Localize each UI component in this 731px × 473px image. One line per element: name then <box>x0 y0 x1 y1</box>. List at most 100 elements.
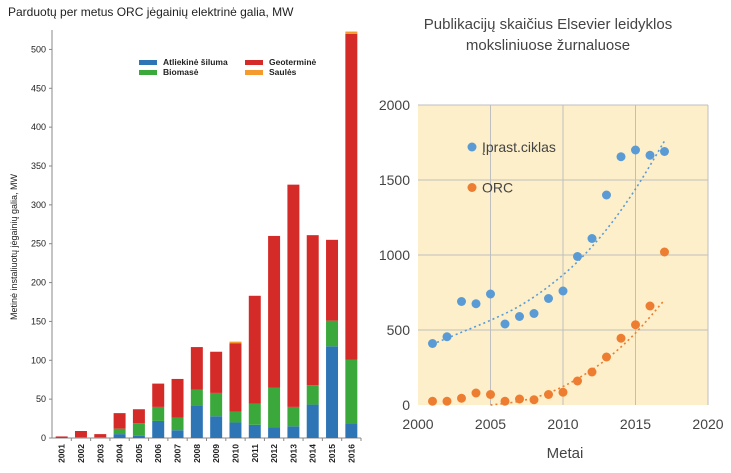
legend-swatch <box>139 70 157 75</box>
data-point <box>587 234 597 243</box>
bar-segment <box>152 406 165 421</box>
bar-segment <box>55 436 68 438</box>
bar-segment <box>287 184 300 407</box>
bar-segment <box>248 295 261 404</box>
bar-segment <box>210 416 223 438</box>
bar-segment <box>268 235 281 388</box>
left-chart-axes: 0 50 100 150 200 250 300 350 400 450 500 2001 2002 20… <box>31 30 362 463</box>
left-y-tick-label: 0 <box>41 433 46 443</box>
bar-segment <box>248 424 261 438</box>
legend-swatch <box>245 60 263 65</box>
data-point <box>544 294 553 303</box>
legend-marker <box>467 183 477 192</box>
left-y-tick-label: 200 <box>31 278 46 288</box>
legend-label: Biomasė <box>163 67 199 77</box>
left-x-tick-label: 2012 <box>269 444 279 463</box>
trendline <box>432 140 666 345</box>
legend-swatch <box>245 70 263 75</box>
data-point <box>529 395 539 405</box>
bar-segment <box>152 420 165 438</box>
legend-label: ORC <box>482 180 513 196</box>
data-point <box>558 286 568 296</box>
left-x-tick-label: 2016 <box>346 444 356 463</box>
left-x-tick-label: 2015 <box>327 444 337 463</box>
bar-segment <box>190 405 203 438</box>
legend-label: Įprast.ciklas <box>482 139 556 155</box>
legend-label: Atliekinė šiluma <box>163 57 228 67</box>
left-y-tick-label: 450 <box>31 83 46 93</box>
bar-segment <box>113 413 126 429</box>
data-point <box>428 339 437 348</box>
left-chart-bars <box>55 31 358 438</box>
bar-segment <box>326 346 339 438</box>
data-point <box>500 396 510 406</box>
left-y-tick-label: 350 <box>31 161 46 171</box>
data-point <box>529 309 539 318</box>
left-y-tick-label: 500 <box>31 44 46 54</box>
orc-power-bar-chart: Parduotų per metus ORC jėgainių elektrin… <box>8 5 362 463</box>
data-point <box>544 390 553 399</box>
legend-label: Geoterminė <box>269 57 317 67</box>
left-x-tick-label: 2009 <box>211 444 221 463</box>
bar-segment <box>306 404 319 438</box>
left-x-tick-label: 2002 <box>76 444 86 463</box>
left-x-tick-label: 2003 <box>95 444 105 463</box>
left-x-tick-label: 2011 <box>250 444 260 463</box>
right-chart-title-line-2: moksliniuose žurnaluose <box>466 37 630 54</box>
data-point <box>631 145 640 155</box>
right-chart-legend: Įprast.ciklas ORC <box>467 139 556 196</box>
data-point <box>442 396 452 406</box>
left-x-tick-label: 2006 <box>153 444 163 463</box>
bar-segment <box>132 409 145 424</box>
legend-marker <box>467 142 477 152</box>
data-point <box>471 388 481 398</box>
left-x-tick-label: 2010 <box>230 444 240 463</box>
bar-segment <box>132 423 145 436</box>
data-point <box>645 150 655 160</box>
bar-segment <box>74 431 87 438</box>
publications-scatter-chart: Publikacijų skaičius Elsevier leidyklos … <box>379 16 724 462</box>
bar-segment <box>287 406 300 427</box>
right-x-tick-label: 2000 <box>402 416 433 432</box>
bar-segment <box>306 235 319 386</box>
left-y-tick-label: 50 <box>36 394 46 404</box>
left-x-tick-label: 2007 <box>173 444 183 463</box>
data-point <box>471 299 481 309</box>
bar-segment <box>190 347 203 390</box>
right-x-tick-label: 2005 <box>475 416 506 432</box>
data-point <box>486 390 495 399</box>
bar-segment <box>132 435 145 438</box>
bar-segment <box>345 31 358 34</box>
bar-segment <box>345 359 358 425</box>
left-y-tick-label: 150 <box>31 316 46 326</box>
bar-segment <box>94 437 107 438</box>
data-point <box>558 387 568 397</box>
data-point <box>428 396 437 406</box>
data-point <box>486 289 495 299</box>
bar-segment <box>229 341 242 344</box>
right-chart-points <box>428 145 669 406</box>
bar-segment <box>171 430 184 438</box>
left-x-tick-label: 2013 <box>288 444 298 463</box>
bar-segment <box>345 33 358 360</box>
bar-segment <box>210 351 223 393</box>
left-x-tick-label: 2008 <box>192 444 202 463</box>
left-y-tick-label: 100 <box>31 355 46 365</box>
bar-segment <box>229 422 242 438</box>
bar-segment <box>306 385 319 405</box>
right-chart-tick-labels: 0 500 1000 1500 2000 2000 2005 2010 2015 2020 <box>379 97 724 432</box>
bar-segment <box>210 392 223 417</box>
bar-segment <box>268 427 281 438</box>
bar-segment <box>94 434 107 438</box>
data-point <box>645 301 655 311</box>
data-point <box>587 367 597 377</box>
left-chart-title: Parduotų per metus ORC jėgainių elektrin… <box>8 5 294 19</box>
bar-segment <box>287 426 300 438</box>
right-chart-title-line-1: Publikacijų skaičius Elsevier leidyklos <box>424 16 672 33</box>
left-x-tick-label: 2001 <box>57 444 67 463</box>
data-point <box>616 152 626 162</box>
bar-segment <box>229 343 242 412</box>
bar-segment <box>113 434 126 438</box>
data-point <box>602 190 611 200</box>
